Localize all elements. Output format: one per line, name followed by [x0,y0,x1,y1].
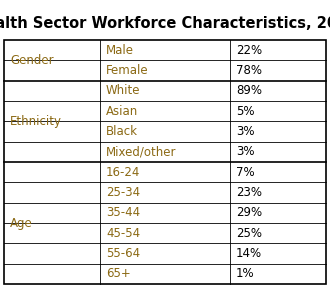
Text: 1%: 1% [236,267,255,280]
Text: 55-64: 55-64 [106,247,140,260]
Text: Asian: Asian [106,105,138,118]
Text: 65+: 65+ [106,267,131,280]
Text: 22%: 22% [236,44,262,57]
Text: 16-24: 16-24 [106,166,140,179]
Text: 23%: 23% [236,186,262,199]
Text: Male: Male [106,44,134,57]
Bar [4,40,326,284]
Text: 5%: 5% [236,105,254,118]
Text: 29%: 29% [236,206,262,219]
Text: White: White [106,84,141,97]
Text: 35-44: 35-44 [106,206,140,219]
Text: Gender: Gender [10,54,53,67]
Text: 25%: 25% [236,227,262,240]
Text: Ethnicity: Ethnicity [10,115,62,128]
Text: 3%: 3% [236,145,254,158]
Text: 3%: 3% [236,125,254,138]
Text: Health Sector Workforce Characteristics, 2004: Health Sector Workforce Characteristics,… [0,16,330,31]
Text: 78%: 78% [236,64,262,77]
Text: Age: Age [10,217,33,229]
Text: 7%: 7% [236,166,255,179]
Text: Black: Black [106,125,138,138]
Text: 25-34: 25-34 [106,186,140,199]
Text: 45-54: 45-54 [106,227,140,240]
Text: Mixed/other: Mixed/other [106,145,177,158]
Text: 89%: 89% [236,84,262,97]
Text: Female: Female [106,64,148,77]
Text: 14%: 14% [236,247,262,260]
